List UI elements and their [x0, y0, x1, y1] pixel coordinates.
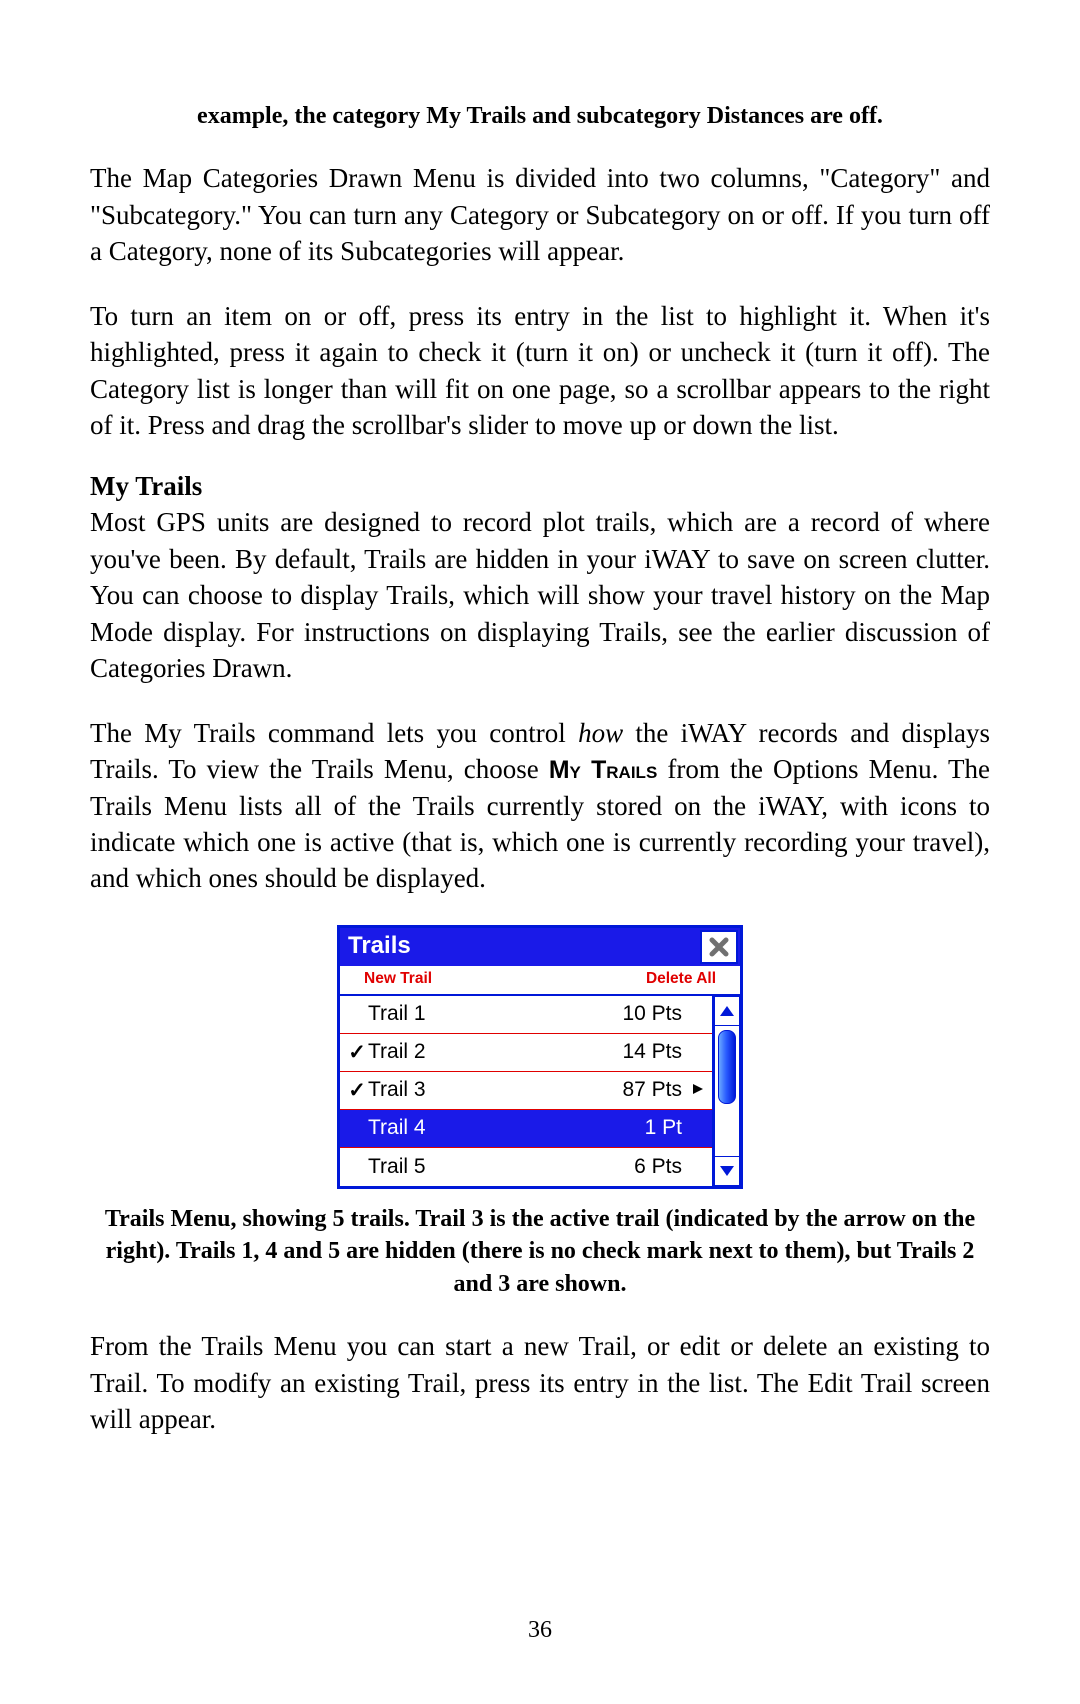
check-icon: ✓ [346, 1040, 368, 1065]
scroll-track[interactable] [714, 1026, 740, 1156]
close-button[interactable] [700, 930, 738, 964]
chevron-down-icon [719, 1164, 735, 1178]
paragraph-4: The My Trails command lets you control h… [90, 715, 990, 897]
caption-top: example, the category My Trails and subc… [90, 100, 990, 132]
trail-name: Trail 3 [368, 1078, 598, 1102]
page-number: 36 [90, 1617, 990, 1644]
trail-row[interactable]: ✓Trail 387 Pts [340, 1072, 712, 1110]
trail-row[interactable]: Trail 56 Pts [340, 1148, 712, 1186]
trail-points: 14 Pts [598, 1040, 682, 1064]
active-trail-icon [682, 1078, 704, 1102]
trail-points: 6 Pts [598, 1155, 682, 1179]
trails-menu-figure: Trails New Trail Delete All Trail 110 Pt… [90, 925, 990, 1189]
trail-points: 1 Pt [598, 1116, 682, 1140]
trail-row[interactable]: ✓Trail 214 Pts [340, 1034, 712, 1072]
paragraph-1: The Map Categories Drawn Menu is divided… [90, 160, 990, 269]
new-trail-button[interactable]: New Trail [364, 970, 432, 988]
p4-smallcaps-my-trails: My Trails [549, 757, 657, 784]
scrollbar[interactable] [714, 996, 740, 1186]
trail-name: Trail 1 [368, 1002, 598, 1026]
section-heading-my-trails: My Trails [90, 471, 990, 502]
button-bar: New Trail Delete All [340, 966, 740, 996]
scroll-down-button[interactable] [714, 1156, 740, 1186]
paragraph-2: To turn an item on or off, press its ent… [90, 298, 990, 444]
trail-points: 10 Pts [598, 1002, 682, 1026]
chevron-up-icon [719, 1004, 735, 1018]
p4-a: The My Trails command lets you control [90, 718, 578, 748]
trail-points: 87 Pts [598, 1078, 682, 1102]
trail-name: Trail 5 [368, 1155, 598, 1179]
check-icon: ✓ [346, 1078, 368, 1103]
p4-italic-how: how [578, 718, 623, 748]
scroll-up-button[interactable] [714, 996, 740, 1026]
paragraph-5: From the Trails Menu you can start a new… [90, 1328, 990, 1437]
paragraph-3: Most GPS units are designed to record pl… [90, 504, 990, 686]
trail-row[interactable]: Trail 41 Pt [340, 1110, 712, 1148]
trail-row[interactable]: Trail 110 Pts [340, 996, 712, 1034]
scroll-thumb[interactable] [718, 1030, 736, 1104]
list-area: Trail 110 Pts✓Trail 214 Pts✓Trail 387 Pt… [340, 996, 740, 1186]
figure-caption: Trails Menu, showing 5 trails. Trail 3 i… [90, 1203, 990, 1300]
delete-all-button[interactable]: Delete All [646, 970, 716, 988]
trail-name: Trail 2 [368, 1040, 598, 1064]
trail-list: Trail 110 Pts✓Trail 214 Pts✓Trail 387 Pt… [340, 996, 714, 1186]
close-icon [709, 937, 729, 957]
titlebar: Trails [340, 928, 740, 966]
trails-menu-window: Trails New Trail Delete All Trail 110 Pt… [337, 925, 743, 1189]
trail-name: Trail 4 [368, 1116, 598, 1140]
window-title: Trails [340, 928, 698, 966]
